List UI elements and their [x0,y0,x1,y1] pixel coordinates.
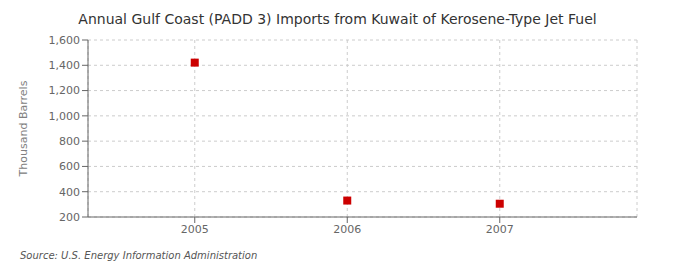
html-text:Source: U.S. Energy Informatio: Source: U.S. Energy Information Administ… [20,250,258,261]
svg-text:200: 200 [59,211,80,224]
svg-text:1,600: 1,600 [49,34,81,47]
svg-text:2005: 2005 [181,223,209,236]
svg-text:Thousand Barrels: Thousand Barrels [17,80,30,177]
svg-text:1,400: 1,400 [49,59,81,72]
svg-text:600: 600 [59,160,80,173]
svg-text:400: 400 [59,186,80,199]
svg-text:1,000: 1,000 [49,110,81,123]
svg-text:1,200: 1,200 [49,84,81,97]
html-text:Annual Gulf Coast (PADD 3) Imp: Annual Gulf Coast (PADD 3) Imports from … [78,11,597,27]
svg-text:2006: 2006 [333,223,361,236]
svg-text:800: 800 [59,135,80,148]
svg-text:2007: 2007 [486,223,514,236]
